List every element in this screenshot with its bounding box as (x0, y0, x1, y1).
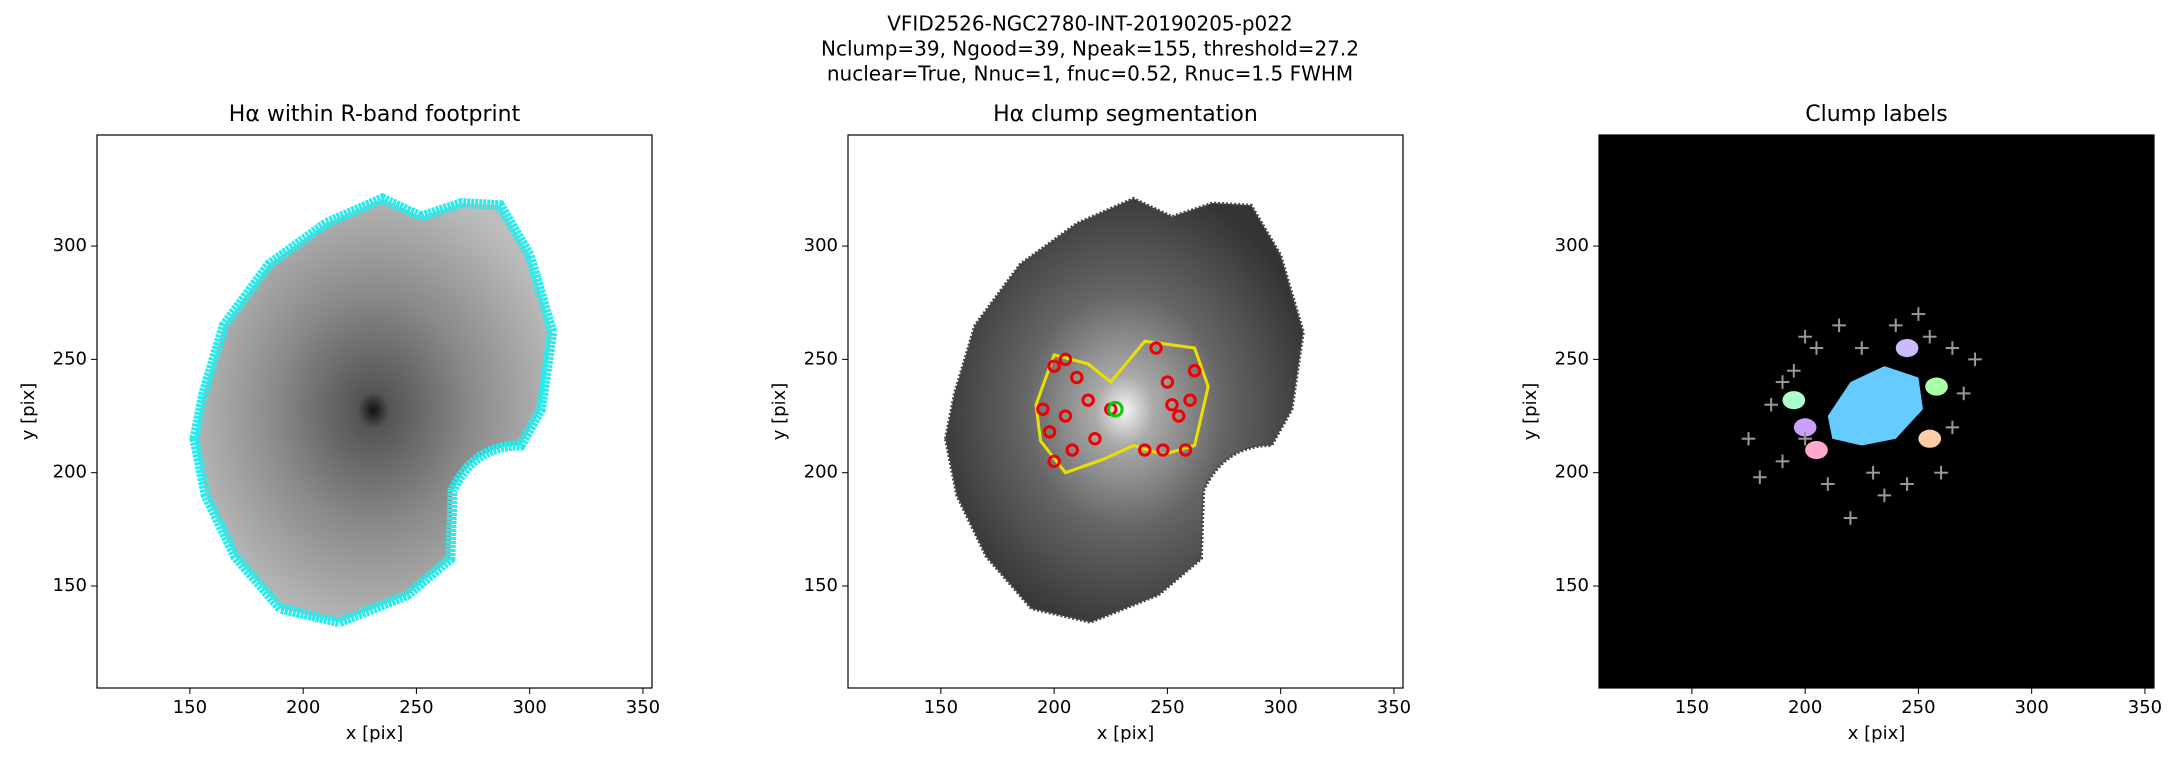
x-tick-label: 250 (399, 697, 433, 718)
clump-marker (1083, 395, 1093, 405)
y-tick-label: 150 (804, 575, 838, 596)
clump-patch (1782, 391, 1806, 410)
clump-marker (1072, 372, 1082, 382)
chart-title: Hα clump segmentation (993, 102, 1258, 127)
y-tick-label: 300 (1555, 235, 1589, 256)
clump-patch (1895, 338, 1919, 358)
clump-patch (1918, 429, 1942, 448)
x-tick-label: 250 (1150, 697, 1184, 718)
clump-marker (1151, 343, 1161, 353)
clump-patch (1793, 418, 1817, 437)
y-tick-label: 200 (804, 462, 838, 483)
y-tick-label: 250 (53, 348, 87, 369)
x-axis-label: x [pix] (1848, 723, 1906, 744)
y-tick-label: 150 (53, 575, 87, 596)
chart-title: Clump labels (1805, 102, 1947, 127)
y-tick-label: 200 (1555, 462, 1589, 483)
x-tick-label: 200 (286, 697, 320, 718)
image-content (1742, 307, 1982, 525)
x-tick-label: 250 (1901, 697, 1935, 718)
image (194, 198, 552, 622)
axes-frame (847, 134, 1404, 689)
x-tick-label: 150 (924, 697, 958, 718)
clump-marker (1060, 354, 1070, 364)
figure-title: VFID2526-NGC2780-INT-20190205-p022 (887, 12, 1292, 36)
clump-marker (1140, 445, 1150, 455)
axes-frame (96, 134, 653, 689)
y-tick-label: 300 (804, 235, 838, 256)
clump-marker (1174, 411, 1184, 421)
x-tick-label: 350 (2128, 697, 2162, 718)
axes-frame (1598, 134, 2155, 689)
y-axis-label: y [pix] (1520, 383, 1541, 441)
clump-marker (1185, 395, 1195, 405)
clump-marker (1067, 445, 1077, 455)
x-tick-label: 350 (1377, 697, 1411, 718)
clump-marker (1180, 445, 1190, 455)
y-tick-label: 300 (53, 235, 87, 256)
image-content (945, 198, 1303, 622)
clump-marker (1090, 433, 1100, 443)
clump-marker (1158, 445, 1168, 455)
chart-title: Hα within R-band footprint (229, 102, 521, 127)
x-tick-label: 300 (1263, 697, 1297, 718)
image (1599, 135, 2154, 688)
clump-region (1827, 366, 1923, 446)
galaxy (945, 198, 1303, 622)
figure-title: nuclear=True, Nnuc=1, fnuc=0.52, Rnuc=1.… (827, 62, 1353, 86)
y-tick-label: 150 (1555, 575, 1589, 596)
x-tick-label: 150 (173, 697, 207, 718)
x-tick-label: 200 (1037, 697, 1071, 718)
x-axis-label: x [pix] (346, 723, 404, 744)
galaxy (194, 198, 552, 622)
clump-region (1036, 341, 1208, 472)
clump-marker (1049, 456, 1059, 466)
x-axis-label: x [pix] (1097, 723, 1155, 744)
clump-marker (1044, 427, 1054, 437)
y-axis-label: y [pix] (18, 383, 39, 441)
clump-marker (1167, 399, 1177, 409)
y-tick-label: 250 (804, 348, 838, 369)
x-tick-label: 300 (512, 697, 546, 718)
figure-title: Nclump=39, Ngood=39, Npeak=155, threshol… (821, 37, 1359, 61)
y-tick-label: 200 (53, 462, 87, 483)
x-tick-label: 300 (2014, 697, 2048, 718)
x-tick-label: 200 (1788, 697, 1822, 718)
clump-patch (1805, 440, 1828, 460)
nucleus-marker (1109, 402, 1123, 416)
x-tick-label: 350 (626, 697, 660, 718)
x-tick-label: 150 (1675, 697, 1709, 718)
y-axis-label: y [pix] (769, 383, 790, 441)
clump-marker (1189, 365, 1199, 375)
clump-patch (1925, 377, 1948, 396)
clump-marker (1162, 377, 1172, 387)
y-tick-label: 250 (1555, 348, 1589, 369)
clump-marker (1049, 361, 1059, 371)
image-content (194, 198, 552, 622)
image (945, 198, 1303, 622)
clump-marker (1038, 404, 1048, 414)
clump-marker (1060, 411, 1070, 421)
